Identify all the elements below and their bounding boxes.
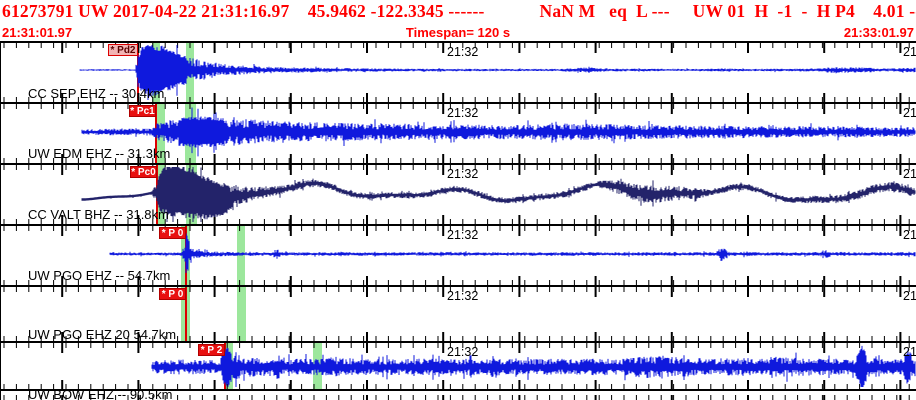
edge-tick-label: 21 bbox=[903, 106, 916, 120]
minor-ticks bbox=[3, 226, 910, 285]
station-channel-label: CC VALT BHZ -- 31.8km bbox=[28, 207, 169, 222]
window-end-time: 21:33:01.97 bbox=[843, 25, 914, 40]
bottom-ruler-ticks bbox=[3, 395, 910, 400]
station-channel-label: UW PGO EHZ 20 54.7km bbox=[28, 327, 177, 342]
waveform-path bbox=[81, 167, 916, 222]
station-channel-label: CC SEP EHZ -- 30.4km bbox=[28, 86, 165, 101]
seismogram-waveform[interactable] bbox=[0, 287, 916, 341]
phase-pick-flag[interactable]: * P 0 bbox=[159, 288, 186, 300]
minor-ticks bbox=[3, 43, 910, 102]
edge-tick-label: 21 bbox=[903, 45, 916, 59]
minute-tick-label: 21:32 bbox=[447, 45, 479, 59]
trace-panel-2[interactable]: * Pc1 UW EDM EHZ -- 31.3km 21:32 21 bbox=[0, 102, 916, 163]
phase-pick-flag[interactable]: * Pc0 bbox=[130, 166, 157, 178]
major-ticks bbox=[61, 343, 902, 389]
phase-pick-flag[interactable]: * P 0 bbox=[159, 227, 186, 239]
minute-tick-label: 21:32 bbox=[447, 167, 479, 181]
minor-ticks bbox=[3, 104, 910, 163]
major-ticks bbox=[61, 226, 902, 285]
bottom-ruler bbox=[0, 389, 916, 400]
seismogram-waveform[interactable] bbox=[0, 226, 916, 285]
phase-window-band bbox=[237, 287, 246, 341]
phase-pick-flag[interactable]: * Pd2 bbox=[108, 44, 138, 56]
seismogram-waveform[interactable] bbox=[0, 343, 916, 389]
station-channel-label: UW BOW EHZ -- 90.5km bbox=[28, 387, 173, 400]
timespan-label: Timespan= 120 s bbox=[405, 25, 511, 40]
edge-tick-label: 21 bbox=[903, 345, 916, 359]
waveform-path bbox=[151, 345, 916, 387]
major-ticks bbox=[61, 287, 902, 341]
phase-pick-flag[interactable]: * Pc1 bbox=[129, 105, 156, 117]
waveform-path bbox=[109, 233, 916, 273]
edge-tick-label: 21 bbox=[903, 167, 916, 181]
station-channel-label: UW EDM EHZ -- 31.3km bbox=[28, 146, 171, 161]
station-channel-label: UW PGO EHZ -- 54.7km bbox=[28, 268, 171, 283]
waveform-path bbox=[79, 45, 916, 100]
minute-tick-label: 21:32 bbox=[447, 289, 479, 303]
minute-tick-label: 21:32 bbox=[447, 106, 479, 120]
edge-tick-label: 21 bbox=[903, 289, 916, 303]
minute-tick-label: 21:32 bbox=[447, 228, 479, 242]
trace-panel-6[interactable]: * P 2 UW BOW EHZ -- 90.5km 21:32 21 bbox=[0, 341, 916, 400]
trace-panel-5[interactable]: * P 0 UW PGO EHZ 20 54.7km 21:32 21 bbox=[0, 285, 916, 342]
trace-panel-4[interactable]: * P 0 UW PGO EHZ -- 54.7km 21:32 21 bbox=[0, 224, 916, 285]
pick-time-line bbox=[185, 287, 187, 341]
minor-ticks bbox=[3, 287, 910, 341]
left-frame-edge bbox=[0, 41, 1, 400]
window-start-time: 21:31:01.97 bbox=[2, 25, 73, 40]
phase-window-band bbox=[237, 226, 245, 285]
waveform-path bbox=[81, 107, 916, 157]
trace-panel-3[interactable]: * Pc0 CC VALT BHZ -- 31.8km 21:32 21 bbox=[0, 163, 916, 224]
trace-panel-1[interactable]: * Pd2 CC SEP EHZ -- 30.4km 21:32 21 bbox=[0, 41, 916, 102]
edge-tick-label: 21 bbox=[903, 228, 916, 242]
minor-ticks bbox=[3, 165, 910, 224]
time-header: 21:31:01.97 Timespan= 120 s 21:33:01.97 bbox=[0, 25, 916, 41]
seismogram-waveform[interactable] bbox=[0, 43, 916, 102]
phase-pick-flag[interactable]: * P 2 bbox=[198, 344, 225, 356]
event-summary-line: 61273791 UW 2017-04-22 21:31:16.97 45.94… bbox=[2, 1, 916, 21]
major-ticks bbox=[61, 43, 902, 102]
minute-tick-label: 21:32 bbox=[447, 345, 479, 359]
